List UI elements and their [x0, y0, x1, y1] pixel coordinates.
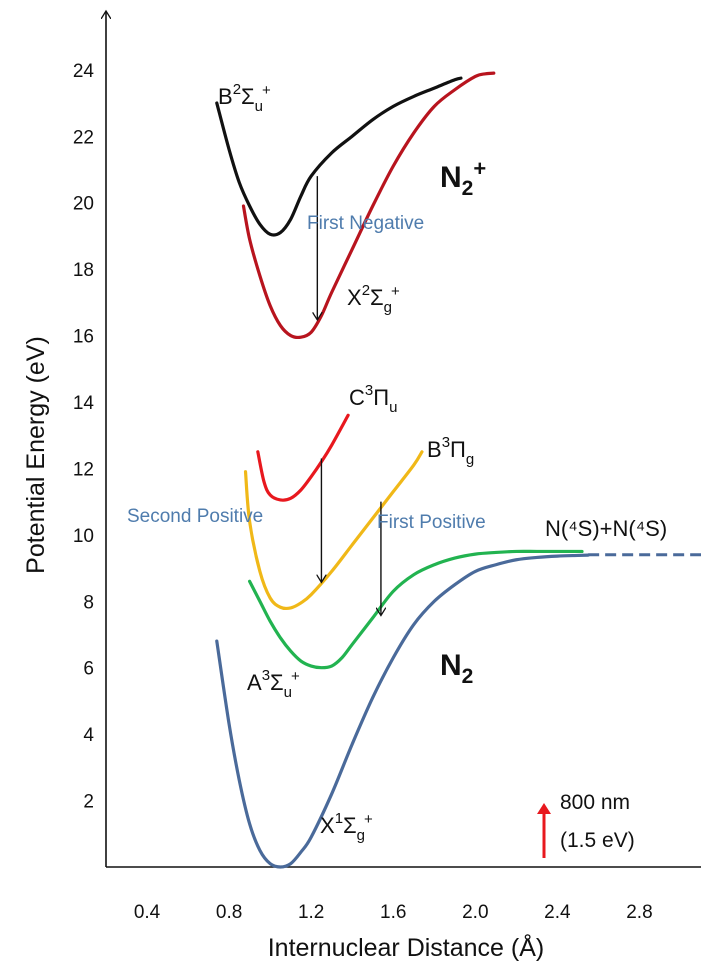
state-label-b3g: B3Πg: [427, 434, 474, 468]
series-curve-b3g: [243, 450, 424, 611]
state-label-x2g: X2Σg+: [347, 282, 400, 316]
x-axis-title: Internuclear Distance (Å): [268, 932, 545, 962]
transition-label-second-positive: Second Positive: [127, 506, 263, 527]
species-label-ion: N2+: [440, 156, 486, 200]
x-tick-label: 2.0: [462, 902, 488, 923]
transition-label-first-negative: First Negative: [307, 213, 424, 234]
x-tick-label: 1.6: [380, 902, 406, 923]
series-curve-c3u: [256, 413, 350, 502]
y-tick-label: 6: [83, 659, 94, 680]
y-tick-label: 8: [83, 592, 94, 613]
state-label-c3u: C3Πu: [349, 382, 397, 416]
y-tick-label: 4: [83, 725, 94, 746]
series-curve-x1g: [215, 553, 590, 869]
series-curve-x2g: [241, 71, 496, 340]
laser-photon: 800 nm (1.5 eV): [537, 791, 635, 858]
y-tick-label: 18: [73, 260, 94, 281]
series-curve-b2u: [215, 76, 463, 237]
transition-label-first-positive: First Positive: [377, 512, 486, 533]
state-label-b2u: B2Σu+: [218, 81, 271, 115]
potential-curves: [215, 71, 701, 869]
y-tick-label: 10: [73, 526, 94, 547]
state-label-x1g: X1Σg+: [320, 810, 373, 844]
y-tick-label: 20: [73, 194, 94, 215]
y-tick-label: 24: [73, 61, 95, 82]
x-tick-label: 2.8: [626, 902, 652, 923]
x-tick-label: 0.8: [216, 902, 242, 923]
laser-wavelength-label: 800 nm: [560, 791, 630, 814]
state-labels: X1Σg+ A3Σu+ B3Πg C3Πu X2Σg+ B2Σu+: [218, 81, 474, 844]
axes: [106, 12, 701, 868]
species-label-neutral: N2: [440, 649, 473, 688]
y-axis-title: Potential Energy (eV): [22, 336, 50, 574]
transition-arrows: First Negative Second Positive First Posit…: [127, 176, 486, 614]
x-tick-label: 1.2: [298, 902, 324, 923]
asymptote-label: N(⁴S)+N(⁴S): [545, 516, 667, 541]
y-tick-label: 22: [73, 127, 94, 148]
laser-energy-label: (1.5 eV): [560, 829, 635, 852]
y-tick-label: 16: [73, 327, 94, 348]
tick-labels: 0.4 0.8 1.2 1.6 2.0 2.4 2.82468101214161820222…: [73, 61, 653, 923]
y-tick-label: 2: [83, 792, 94, 813]
state-label-a3u: A3Σu+: [247, 667, 300, 701]
y-tick-label: 14: [73, 393, 95, 414]
x-tick-label: 2.4: [544, 902, 571, 923]
x-tick-label: 0.4: [134, 902, 161, 923]
y-tick-label: 12: [73, 459, 94, 480]
series-curve-a3u: [248, 549, 584, 670]
